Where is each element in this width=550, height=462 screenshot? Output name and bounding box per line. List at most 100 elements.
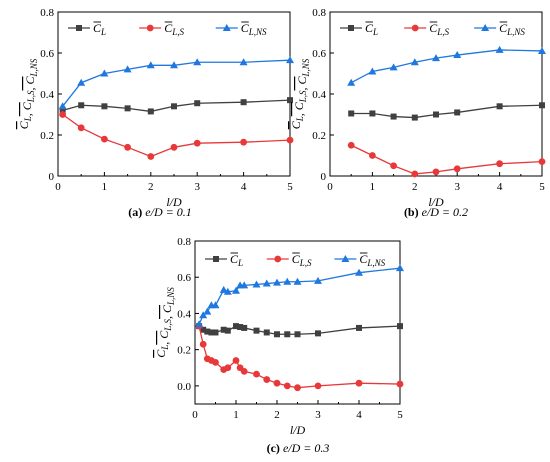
data-point-clns [199,311,208,319]
data-point-cls [369,152,376,159]
data-point-cl [208,329,215,336]
x-tick-label: 3 [315,409,321,421]
caption-letter: (c) [267,441,280,455]
legend-label-cls-sub: L,S [299,258,312,268]
legend-label-cls-sub: L,S [436,27,449,37]
y-axis-label-part: , [157,339,171,345]
data-point-cl [274,331,280,338]
legend-label-clns: CL,NS [241,21,267,37]
data-point-cls [286,136,294,144]
legend-label-cl: CL [93,21,106,37]
series-line-clns [350,49,543,84]
data-point-cl [433,111,439,118]
series-line-cls [350,144,543,175]
data-point-cls [77,124,85,132]
legend-label-cls: CL,S [164,21,184,37]
chart-caption: (b) e/D = 0.2 [404,205,468,219]
legend-marker-clns [481,24,490,31]
data-point-cl [315,330,321,337]
data-point-cls [411,170,419,178]
data-point-clns [347,78,356,86]
data-point-cl [147,108,154,115]
data-point-cls [273,379,281,387]
legend-label-clns-text: CL,NS [499,21,525,37]
y-tick-label: 0.6 [312,48,326,60]
y-tick-label: 0.4 [40,89,54,101]
legend-marker-cl [76,25,82,31]
legend-label-clns-sub: L,NS [248,27,267,37]
data-point-cls [147,153,155,160]
data-point-clns [410,58,419,66]
data-point-clns [314,276,322,284]
legend-label-cl-sub: L [372,27,378,37]
data-point-cl [124,105,131,112]
data-point-cls [396,380,404,388]
chart-caption: (c) e/D = 0.3 [267,441,330,455]
data-point-cls [390,162,397,170]
data-point-clns [432,54,440,62]
x-tick-label: 2 [274,409,280,421]
y-axis-label-sub: L [295,116,305,122]
legend-label-cls-main: C [292,252,301,266]
legend-label-cl: CL [230,252,243,268]
data-point-cl [237,324,244,331]
caption-letter: (b) [404,205,419,219]
data-point-cls [263,376,271,383]
caption-text: e/D = 0.1 [142,205,191,219]
legend-label-cls: CL,S [292,252,312,268]
data-point-cl [240,99,247,106]
series-line-cl [351,104,543,119]
data-point-cls [224,364,232,372]
y-tick-label: 0.4 [177,308,191,320]
data-point-clns [355,268,363,276]
data-point-clns [538,46,546,54]
legend-label-clns-text: CL,NS [359,252,385,268]
data-point-clns [203,307,212,315]
x-axis-label: l/D [428,195,444,209]
legend-marker-clns [341,255,350,262]
data-point-cl [390,113,397,120]
data-point-cls [193,139,201,147]
legend-label-cl-sub: L [237,258,243,268]
caption-text: e/D = 0.3 [280,441,329,455]
legend-marker-cl [213,256,219,262]
legend-label-cl-sub: L [100,27,106,37]
legend-label-clns-main: C [241,21,250,35]
y-tick-label: 0.4 [312,89,326,101]
data-point-cl [171,103,177,110]
legend-label-cl-main: C [365,21,374,35]
y-tick-label: 0.8 [40,7,54,19]
data-point-clns [283,277,292,285]
data-point-cl [194,100,201,107]
data-point-cl [454,109,461,116]
data-point-cl [397,323,403,330]
data-point-clns [286,56,294,64]
data-point-clns [193,58,202,66]
data-point-cls [347,141,355,149]
y-axis-label: CL, CL,S, CL,NS [289,58,311,129]
data-point-clns [252,280,261,288]
data-point-cl [348,110,355,117]
data-point-cls [170,143,178,151]
y-tick-label: 0.2 [40,130,54,142]
data-point-cl [78,102,85,109]
y-axis-label-sub: L [160,345,170,351]
x-tick-label: 1 [102,181,108,193]
data-point-cl [496,103,503,110]
data-point-clns [453,51,462,59]
data-point-cls [124,143,131,151]
y-axis-label-part: C [160,304,174,313]
legend-label-cls-sub: L,S [171,27,184,37]
data-point-cl [233,323,239,330]
x-tick-label: 5 [539,181,545,193]
data-point-cl [59,107,66,114]
data-point-clns [170,61,178,69]
x-tick-label: 5 [287,181,293,193]
y-axis-label-sub: L,S [163,318,173,331]
data-point-cl [539,102,545,109]
y-tick-label: 0.2 [177,345,191,357]
data-point-cls [283,382,291,390]
legend-label-cls-text: CL,S [164,21,184,37]
y-axis-label-part: C [154,349,168,358]
